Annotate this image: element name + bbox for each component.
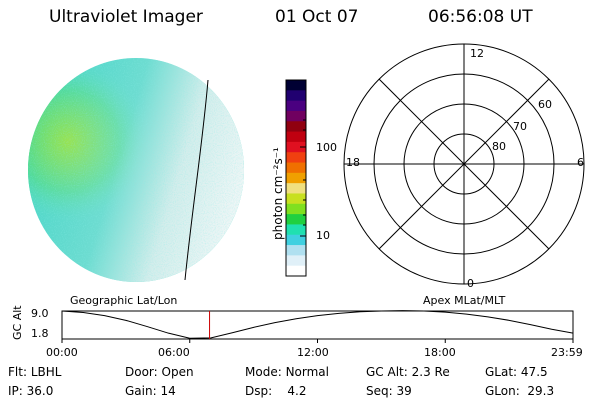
info-gc-alt: GC Alt: 2.3 Re bbox=[366, 365, 450, 379]
colorbar-segment bbox=[286, 110, 306, 122]
info-gain: Gain: 14 bbox=[125, 384, 176, 398]
colorbar-segment bbox=[286, 214, 306, 225]
timeline-ytick-high: 9.0 bbox=[31, 307, 49, 320]
mlt-label-18: 18 bbox=[346, 156, 360, 169]
timeline-xtick-3: 18:00 bbox=[424, 346, 456, 359]
colorbar-tick-100: 100 bbox=[316, 141, 337, 154]
colorbar-segment bbox=[286, 234, 306, 246]
colorbar-tick-10: 10 bbox=[316, 229, 330, 242]
terminator-line bbox=[184, 79, 209, 281]
timeline-left-title: Geographic Lat/Lon bbox=[70, 294, 178, 307]
lat-label-70: 70 bbox=[513, 120, 527, 133]
colorbar-segment bbox=[286, 121, 306, 133]
colorbar-segment bbox=[286, 255, 306, 267]
colorbar-segment bbox=[286, 131, 306, 143]
mlt-label-0: 0 bbox=[467, 277, 474, 290]
mlt-label-6: 6 bbox=[577, 156, 584, 169]
colorbar-segment bbox=[286, 203, 306, 215]
timeline-xtick-4: 23:59 bbox=[551, 346, 583, 359]
observation-date: 01 Oct 07 bbox=[275, 7, 359, 27]
info-seq: Seq: 39 bbox=[366, 384, 412, 398]
lat-label-60: 60 bbox=[538, 98, 552, 111]
colorbar-segment bbox=[286, 224, 306, 236]
info-glat: GLat: 47.5 bbox=[485, 365, 548, 379]
colorbar-segment bbox=[286, 80, 306, 91]
altitude-series-line bbox=[61, 310, 574, 339]
colorbar-segment bbox=[286, 245, 306, 256]
colorbar-segment bbox=[286, 100, 306, 112]
timeline-ytick-low: 1.8 bbox=[31, 327, 49, 340]
colorbar-border bbox=[285, 79, 307, 277]
instrument-title: Ultraviolet Imager bbox=[49, 7, 203, 27]
timeline-xtick-1: 06:00 bbox=[158, 346, 190, 359]
colorbar-segment bbox=[286, 172, 306, 184]
colorbar-segment bbox=[286, 152, 306, 164]
info-ip: IP: 36.0 bbox=[8, 384, 54, 398]
lat-label-80: 80 bbox=[492, 140, 506, 153]
mlt-label-12: 12 bbox=[470, 47, 484, 60]
colorbar-segment bbox=[286, 162, 306, 174]
colorbar-segment bbox=[286, 90, 306, 102]
timeline-xtick-2: 12:00 bbox=[297, 346, 329, 359]
info-dsp: Dsp: 4.2 bbox=[245, 384, 307, 398]
observation-time: 06:56:08 UT bbox=[428, 7, 533, 27]
info-glon: GLon: 29.3 bbox=[485, 384, 555, 398]
info-filter: Flt: LBHL bbox=[8, 365, 62, 379]
info-door: Door: Open bbox=[125, 365, 194, 379]
colorbar-segment bbox=[286, 193, 306, 205]
colorbar-segment bbox=[286, 183, 306, 194]
colorbar-segment bbox=[286, 265, 306, 277]
timeline-xtick-0: 00:00 bbox=[46, 346, 78, 359]
info-mode: Mode: Normal bbox=[245, 365, 329, 379]
colorbar-segment bbox=[286, 141, 306, 153]
timeline-right-title: Apex MLat/MLT bbox=[423, 294, 506, 307]
